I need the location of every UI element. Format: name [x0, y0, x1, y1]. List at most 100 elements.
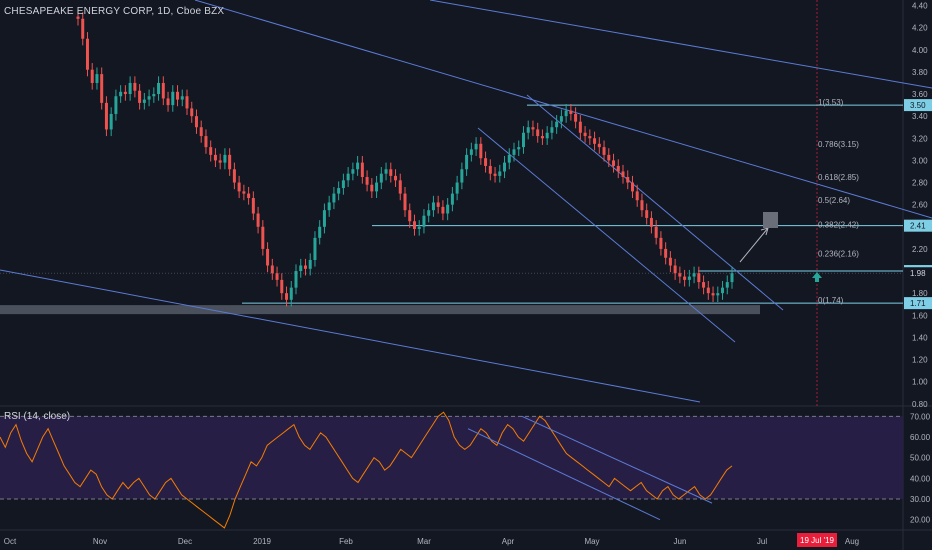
time-tick-label: Apr	[502, 537, 515, 546]
price-tick-label: 4.00	[912, 46, 928, 55]
candle-body	[90, 69, 94, 83]
candle-body	[356, 162, 360, 170]
candle-body	[251, 198, 255, 214]
candle-body	[280, 279, 284, 294]
channel-lower-line	[477, 127, 736, 343]
date-marker-box	[797, 533, 837, 547]
price-tick-label: 3.20	[912, 134, 928, 143]
candle-body	[100, 74, 104, 103]
candle-body	[161, 82, 165, 99]
candle-body	[142, 99, 146, 103]
time-tick-label: Nov	[93, 537, 107, 546]
price-tick-label: 2.80	[912, 179, 928, 188]
candle-body	[289, 287, 293, 300]
candle-body	[157, 82, 161, 95]
candle-body	[474, 143, 478, 150]
time-tick-label: Dec	[178, 537, 192, 546]
rsi-channel-upper	[521, 415, 713, 504]
candle-body	[228, 154, 232, 170]
candle-body	[706, 287, 710, 294]
candle-body	[455, 182, 459, 194]
price-label: 2.41	[910, 222, 926, 231]
candle-body	[128, 82, 132, 95]
time-tick-label: Oct	[4, 537, 17, 546]
candle-body	[384, 169, 388, 174]
candle-body	[697, 273, 701, 283]
candle-body	[237, 182, 241, 192]
price-tick-label: 2.60	[912, 201, 928, 210]
lower-trendline	[0, 269, 701, 403]
rsi-channel-lower	[467, 428, 661, 521]
candle-body	[555, 121, 559, 128]
rsi-line	[0, 411, 733, 529]
candle-body	[403, 193, 407, 211]
candle-body	[152, 94, 156, 97]
price-tick-label: 0.80	[912, 400, 928, 409]
candle-body	[119, 91, 123, 97]
price-label: 1.98	[910, 269, 926, 278]
price-tick-label: 3.60	[912, 90, 928, 99]
candle-body	[398, 180, 402, 194]
candle-body	[612, 160, 616, 166]
candle-body	[185, 96, 189, 109]
candle-body	[408, 210, 412, 222]
time-tick-label: Mar	[417, 537, 431, 546]
candle-body	[213, 154, 217, 161]
fib-level-label: 0.236(2.16)	[818, 249, 859, 258]
time-tick-label: Jul	[757, 537, 767, 546]
support-zone	[0, 305, 760, 315]
candle-body	[417, 226, 421, 229]
candle-body	[266, 248, 270, 266]
candle-body	[171, 91, 175, 106]
candle-body	[460, 169, 464, 183]
rsi-tick-label: 70.00	[910, 412, 931, 421]
candle-body	[630, 182, 634, 192]
candle-body	[659, 237, 663, 249]
candle-body	[607, 154, 611, 161]
candle-body	[593, 138, 597, 144]
candle-body	[479, 143, 483, 159]
candle-body	[85, 38, 89, 70]
channel-upper-line	[526, 94, 784, 311]
projection-arrow	[739, 227, 769, 263]
candle-body	[95, 74, 99, 83]
top-trendline	[429, 0, 932, 89]
candle-body	[133, 82, 137, 91]
candle-body	[232, 169, 236, 183]
candle-body	[303, 265, 307, 269]
candle-body	[574, 113, 578, 122]
candle-body	[498, 171, 502, 176]
candle-body	[550, 127, 554, 133]
candle-body	[583, 132, 587, 137]
price-tick-label: 4.20	[912, 24, 928, 33]
candle-body	[702, 282, 706, 288]
candle-body	[375, 182, 379, 192]
candle-body	[190, 108, 194, 117]
candle-body	[692, 273, 696, 277]
candle-body	[365, 177, 369, 185]
candle-body	[76, 16, 80, 19]
candle-body	[597, 143, 601, 148]
rsi-tick-label: 30.00	[910, 495, 931, 504]
candle-body	[484, 158, 488, 166]
candle-body	[507, 154, 511, 163]
candle-body	[465, 154, 469, 170]
price-label-box	[904, 99, 932, 112]
candle-body	[379, 173, 383, 183]
candle-body	[488, 165, 492, 174]
fib-level-label: 0.5(2.64)	[818, 196, 850, 205]
candle-body	[299, 265, 303, 272]
fib-level-label: 0(1.74)	[818, 296, 844, 305]
chart-title: CHESAPEAKE ENERGY CORP, 1D, Cboe BZX	[4, 6, 225, 17]
target-box	[763, 212, 778, 228]
projection-arrowhead	[760, 227, 769, 236]
candle-body	[540, 136, 544, 139]
rsi-tick-label: 40.00	[910, 474, 931, 483]
fib-level-label: 0.786(3.15)	[818, 140, 859, 149]
candle-body	[223, 154, 227, 163]
candle-body	[270, 265, 274, 274]
candle-body	[360, 162, 364, 178]
price-tick-label: 1.80	[912, 289, 928, 298]
candle-body	[512, 149, 516, 155]
